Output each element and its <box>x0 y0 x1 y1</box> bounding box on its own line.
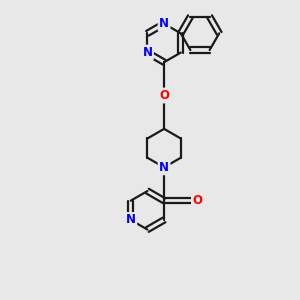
Text: N: N <box>159 161 169 174</box>
Text: O: O <box>159 89 169 102</box>
Text: N: N <box>159 17 169 30</box>
Text: O: O <box>192 194 203 207</box>
Text: N: N <box>126 213 136 226</box>
Text: N: N <box>142 46 152 59</box>
